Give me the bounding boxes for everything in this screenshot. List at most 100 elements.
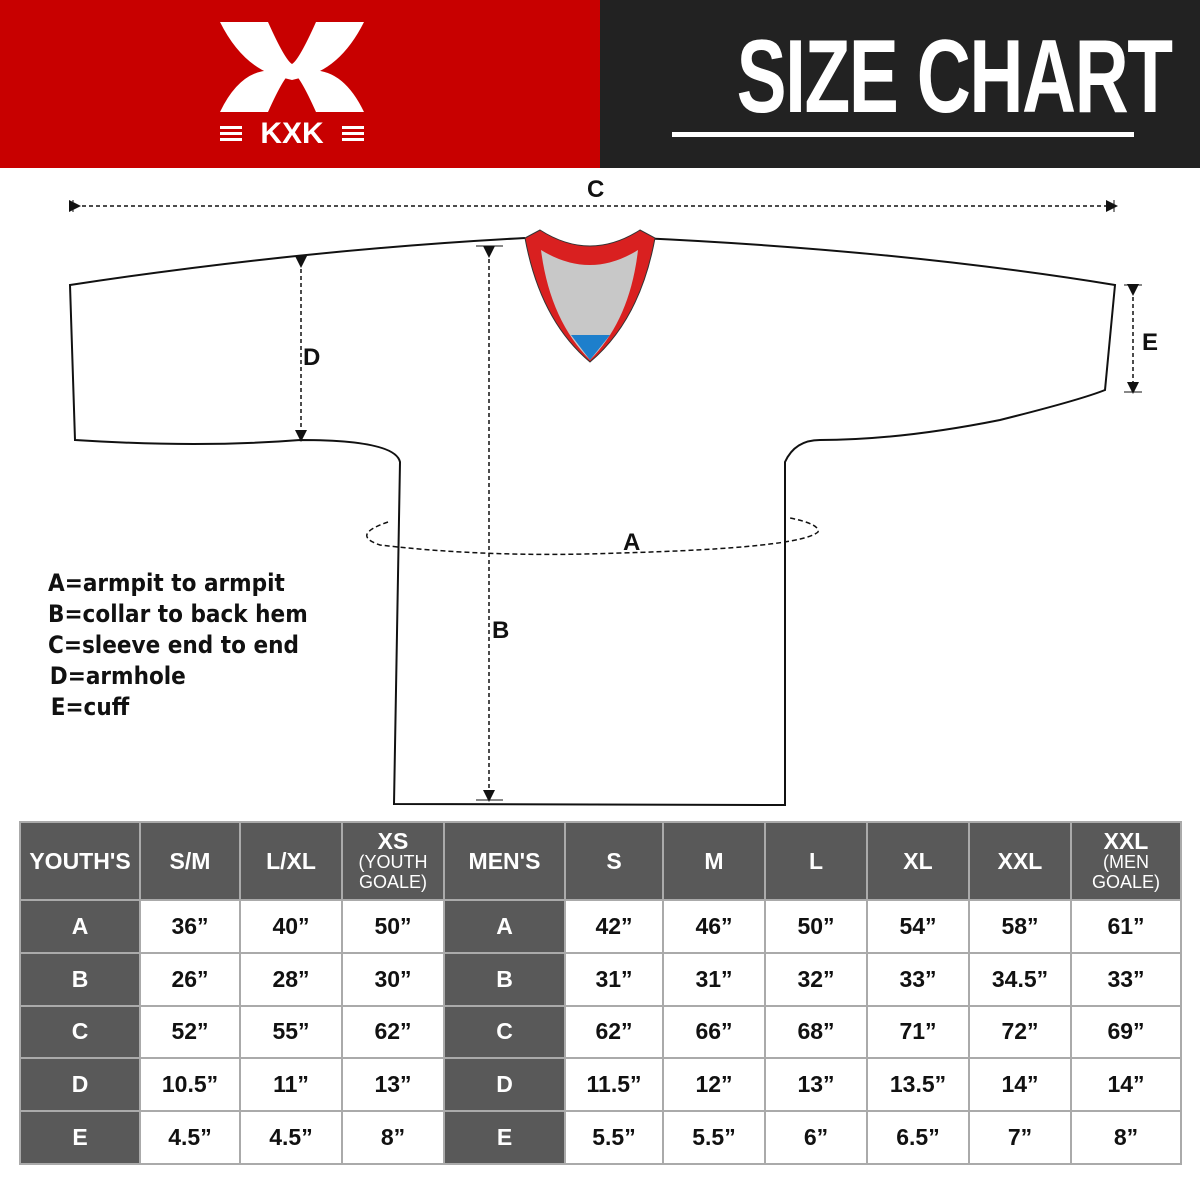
table-cell: 4.5” — [241, 1112, 341, 1163]
column-header-label: XL — [903, 848, 933, 874]
table-cell: 72” — [970, 1006, 1070, 1058]
legend-item: B=collar to back hem — [48, 600, 308, 628]
table-cell: 50” — [766, 901, 866, 952]
table-cell: 62” — [343, 1006, 443, 1058]
table-cell: 66” — [664, 1006, 764, 1058]
table-cell: 13” — [766, 1059, 866, 1111]
label-b: B — [492, 617, 510, 644]
row-key: B — [21, 953, 139, 1005]
table-cell: 10.5” — [141, 1059, 239, 1111]
column-header-label: YOUTH'S — [29, 848, 131, 874]
table-row: B 26” 28” 30” B 31” 31” 32” 33” 34.5” 33” — [21, 953, 1180, 1005]
row-key: B — [445, 953, 564, 1005]
jersey-outline — [68, 237, 1117, 807]
column-header-sublabel: (MEN GOALE) — [1091, 852, 1161, 892]
table-cell: 14” — [970, 1059, 1070, 1111]
table-cell: 6” — [766, 1112, 866, 1163]
column-header-label: XS — [377, 828, 409, 854]
table-cell: 33” — [1072, 953, 1180, 1005]
measurement-legend: A=armpit to armpit B=collar to back hem … — [48, 568, 308, 723]
row-key: C — [21, 1006, 139, 1058]
table-cell: 71” — [868, 1006, 968, 1058]
table-cell: 4.5” — [141, 1112, 239, 1163]
column-header: XL — [868, 823, 968, 899]
table-cell: 40” — [241, 901, 341, 952]
table-cell: 55” — [241, 1006, 341, 1058]
table-cell: 13.5” — [868, 1059, 968, 1111]
column-header: YOUTH'S — [21, 823, 139, 899]
table-cell: 61” — [1072, 901, 1180, 952]
column-header: S/M — [141, 823, 239, 899]
table-cell: 8” — [1072, 1112, 1180, 1163]
table-cell: 34.5” — [970, 953, 1070, 1005]
column-header: L/XL — [241, 823, 341, 899]
column-header: XS (YOUTH GOALE) — [343, 823, 443, 899]
table-cell: 50” — [343, 901, 443, 952]
table-cell: 32” — [766, 953, 866, 1005]
table-cell: 33” — [868, 953, 968, 1005]
brand-banner: KXK — [0, 0, 600, 168]
table-cell: 7” — [970, 1112, 1070, 1163]
page-title: SIZE CHART — [736, 19, 1173, 135]
table-cell: 69” — [1072, 1006, 1180, 1058]
column-header-label: M — [704, 848, 724, 874]
column-header-label: S — [606, 848, 622, 874]
label-c: C — [587, 176, 605, 203]
kxk-logo-icon — [220, 22, 364, 141]
legend-item: A=armpit to armpit — [48, 569, 285, 597]
table-cell: 42” — [566, 901, 662, 952]
legend-item: C=sleeve end to end — [48, 631, 299, 659]
table-cell: 11.5” — [566, 1059, 662, 1111]
row-key: D — [21, 1059, 139, 1111]
table-row: C 52” 55” 62” C 62” 66” 68” 71” 72” 69” — [21, 1006, 1180, 1058]
column-header-label: S/M — [169, 848, 211, 874]
column-header-label: L/XL — [266, 848, 316, 874]
column-header: XXL — [970, 823, 1070, 899]
table-cell: 31” — [664, 953, 764, 1005]
brand-name: KXK — [260, 117, 324, 150]
table-cell: 12” — [664, 1059, 764, 1111]
table-cell: 46” — [664, 901, 764, 952]
label-a: A — [623, 529, 641, 556]
table-cell: 36” — [141, 901, 239, 952]
table-row: E 4.5” 4.5” 8” E 5.5” 5.5” 6” 6.5” 7” 8” — [21, 1112, 1180, 1163]
table-cell: 6.5” — [868, 1112, 968, 1163]
table-header-row: YOUTH'S S/M L/XL XS (YOUTH GOALE) MEN'S S M L XL X… — [21, 823, 1180, 899]
table-cell: 52” — [141, 1006, 239, 1058]
column-header: S — [566, 823, 662, 899]
table-cell: 13” — [343, 1059, 443, 1111]
table-cell: 30” — [343, 953, 443, 1005]
title-banner — [600, 0, 1200, 168]
table-cell: 58” — [970, 901, 1070, 952]
row-key: C — [445, 1006, 564, 1058]
row-key: E — [445, 1112, 564, 1163]
table-cell: 54” — [868, 901, 968, 952]
table-cell: 62” — [566, 1006, 662, 1058]
column-header-label: XXL — [997, 848, 1043, 874]
row-key: A — [445, 901, 564, 952]
table-cell: 8” — [343, 1112, 443, 1163]
row-key: A — [21, 901, 139, 952]
label-d: D — [303, 344, 321, 371]
column-header: L — [766, 823, 866, 899]
row-key: D — [445, 1059, 564, 1111]
column-header-label: XXL — [1103, 828, 1149, 854]
column-header-sublabel: (YOUTH GOALE) — [358, 852, 428, 892]
table-cell: 26” — [141, 953, 239, 1005]
legend-item: E=cuff — [50, 693, 130, 721]
table-cell: 5.5” — [566, 1112, 662, 1163]
column-header: XXL (MEN GOALE) — [1072, 823, 1180, 899]
table-cell: 31” — [566, 953, 662, 1005]
label-e: E — [1142, 329, 1159, 356]
column-header: M — [664, 823, 764, 899]
row-key: E — [21, 1112, 139, 1163]
title-underline — [672, 132, 1134, 137]
table-cell: 5.5” — [664, 1112, 764, 1163]
table-cell: 28” — [241, 953, 341, 1005]
table-row: D 10.5” 11” 13” D 11.5” 12” 13” 13.5” 14” 14” — [21, 1059, 1180, 1111]
size-table: YOUTH'S S/M L/XL XS (YOUTH GOALE) MEN'S S M L XL X… — [19, 821, 1182, 1165]
column-header: MEN'S — [445, 823, 564, 899]
legend-item: D=armhole — [49, 662, 186, 690]
table-row: A 36” 40” 50” A 42” 46” 50” 54” 58” 61” — [21, 901, 1180, 952]
jersey-diagram — [68, 200, 1142, 807]
